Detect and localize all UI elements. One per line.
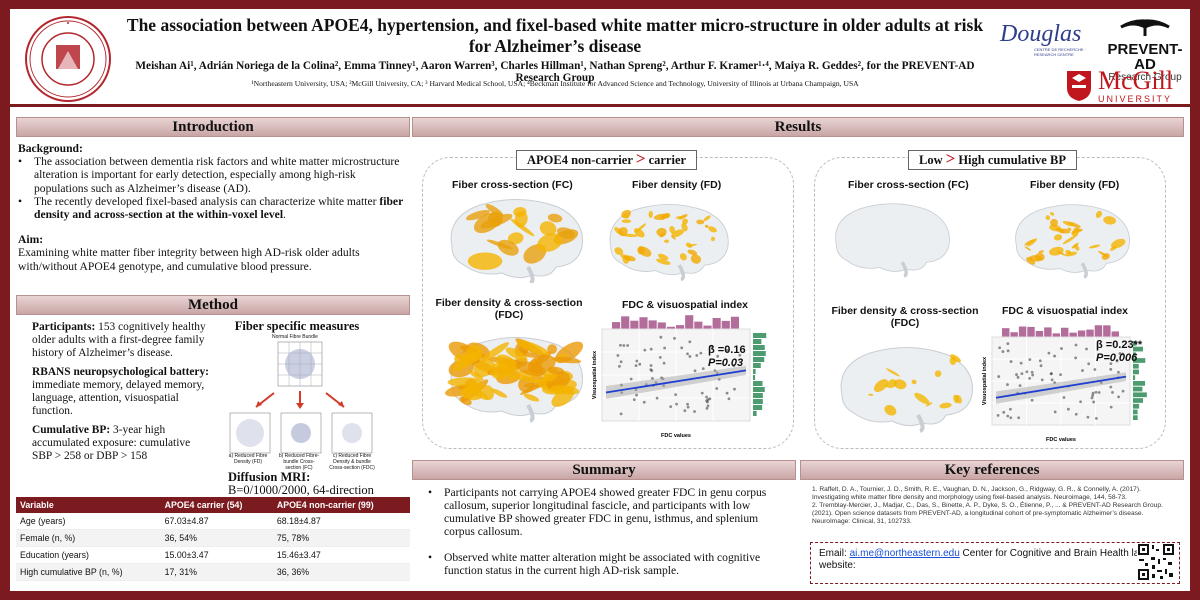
brain-fd-left <box>609 203 729 282</box>
author-list: Meishan Ai¹, Adrián Noriega de la Colina… <box>135 60 975 84</box>
fdc-caption: c) Reduced Fibre Density & bundle Cross-… <box>329 453 375 471</box>
method-heading: Method <box>16 295 410 315</box>
y-axis-label: Visuospatial index <box>982 356 988 405</box>
fd-label-right: Fiber density (FD) <box>1030 179 1120 191</box>
brain-fdc-left <box>445 336 584 423</box>
normal-bundle-label: Normal Fibre Bundle <box>272 334 318 340</box>
table-row: Age (years) 67.03±4.87 68.18±4.87 <box>16 513 410 530</box>
table-row: Female (n, %) 36, 54% 75, 78% <box>16 529 410 547</box>
results-heading: Results <box>412 117 1184 137</box>
tree-icon <box>1120 19 1170 36</box>
summary-panel: Summary • Participants not carrying APOE4… <box>412 460 796 588</box>
table-row: High cumulative BP (n, %) 17, 31% 36, 36% <box>16 563 410 581</box>
fiber-measures-heading: Fiber specific measures <box>234 319 360 333</box>
fdc-label-left: Fiber density & cross-section (FDC) <box>435 297 583 321</box>
beta-right: β =0.23** P=0.006 <box>1096 339 1143 364</box>
table-cell: 15.00±3.47 <box>160 546 273 564</box>
fc-caption: b) Reduced Fibre-bundle Cross-section (F… <box>278 453 320 471</box>
table-header-cell: APOE4 non-carrier (99) <box>272 497 410 513</box>
introduction-panel: Introduction Background: • The associatio… <box>16 117 410 287</box>
rbans-text: RBANS neuropsychological battery: immedi… <box>32 366 209 417</box>
x-axis-label: FDC values <box>1046 437 1076 443</box>
demographics-table: Variable APOE4 carrier (54) APOE4 non-carr… <box>16 497 410 581</box>
fc-label-left: Fiber cross-section (FC) <box>452 179 573 191</box>
poster-header: The association between APOE4, hypertens… <box>10 9 1190 107</box>
northeastern-seal-logo <box>25 16 111 102</box>
brain-fd-right <box>1015 204 1130 279</box>
table-cell: Age (years) <box>16 513 161 530</box>
aim-text: Examining white matter fiber integrity b… <box>18 246 360 273</box>
results-panel: Results APOE4 non-carrier > carrier Low > Hi… <box>412 117 1184 457</box>
affiliations: ¹Northeastern University, USA; ²McGill U… <box>251 79 859 88</box>
table-cell: 36, 36% <box>272 563 410 581</box>
scatter-left: FDC values Visuospatial index <box>592 315 767 439</box>
summary-bullet: • Observed white matter alteration might … <box>428 551 761 577</box>
mcgill-shield-icon <box>1067 71 1091 101</box>
partner-logos: Douglas CENTRE DE RECHERCHE · RESEARCH C… <box>998 17 1188 107</box>
scatter-right: FDC values Visuospatial index <box>982 325 1147 443</box>
background-label: Background: <box>18 142 83 155</box>
aim-label: Aim: <box>18 233 44 247</box>
participants-text: Participants: 153 cognitively healthy ol… <box>32 321 206 359</box>
email-link[interactable]: ai.me@northeastern.edu <box>849 548 960 559</box>
table-cell: Female (n, %) <box>16 529 161 547</box>
fd-caption: a) Reduced Fibre Density (FD) <box>228 453 268 465</box>
introduction-heading: Introduction <box>16 117 410 137</box>
table-header-cell: Variable <box>16 497 161 513</box>
visuo-label-left: FDC & visuospatial index <box>622 299 749 311</box>
bp-comparison-pill: Low > High cumulative BP <box>908 150 1077 170</box>
douglas-logo: Douglas CENTRE DE RECHERCHE · RESEARCH C… <box>1000 21 1087 57</box>
table-cell: 68.18±4.87 <box>272 513 410 530</box>
table-cell: 36, 54% <box>160 529 273 547</box>
fd-label-left: Fiber density (FD) <box>632 179 722 191</box>
fdc-label-right: Fiber density & cross-section (FDC) <box>831 305 979 329</box>
brain-fc-right <box>835 203 950 278</box>
summary-bullet: • Participants not carrying APOE4 showed … <box>428 486 767 538</box>
intro-bullet: • The association between dementia risk f… <box>18 155 400 195</box>
qr-code-icon[interactable] <box>1137 543 1175 581</box>
y-axis-label: Visuospatial index <box>592 350 598 399</box>
x-axis-label: FDC values <box>661 433 691 439</box>
fc-label-right: Fiber cross-section (FC) <box>848 179 969 191</box>
contact-box: Email: ai.me@northeastern.edu Center for… <box>810 542 1180 584</box>
intro-bullet: • The recently developed fixel-based anal… <box>18 194 404 222</box>
poster: The association between APOE4, hypertens… <box>10 9 1190 591</box>
table-cell: 67.03±4.87 <box>160 513 273 530</box>
table-header-cell: APOE4 carrier (54) <box>160 497 273 513</box>
reference-item: 2. Tremblay-Mercier, J., Madjar, C., Das… <box>812 502 1163 525</box>
visuo-label-right: FDC & visuospatial index <box>1002 305 1129 317</box>
table-cell: High cumulative BP (n, %) <box>16 563 161 581</box>
beta-left: β =0.16 P=0.03 <box>708 344 746 369</box>
apoe4-comparison-pill: APOE4 non-carrier > carrier <box>516 150 698 170</box>
table-cell: 15.46±3.47 <box>272 546 410 564</box>
references-panel: Key references 1. Raffelt, D. A., Tourni… <box>800 460 1184 588</box>
fiber-bundle-diagram <box>229 341 373 454</box>
table-row: Education (years) 15.00±3.47 15.46±3.47 <box>16 546 410 564</box>
table-cell: 17, 31% <box>160 563 273 581</box>
brain-fdc-right <box>840 346 973 433</box>
reference-item: 1. Raffelt, D. A., Tournier, J. D., Smit… <box>812 486 1141 501</box>
poster-title: The association between APOE4, hypertens… <box>126 15 984 56</box>
references-heading: Key references <box>800 460 1184 480</box>
method-panel: Method Participants: 153 cognitively hea… <box>16 295 410 497</box>
demographics-table-wrap: Variable APOE4 carrier (54) APOE4 non-carr… <box>16 497 410 581</box>
brain-fc-left <box>450 198 583 283</box>
table-cell: 75, 78% <box>272 529 410 547</box>
mcgill-logo: McGill UNIVERSITY <box>1066 67 1188 107</box>
brain-outline <box>835 203 950 272</box>
summary-heading: Summary <box>412 460 796 480</box>
prevent-ad-logo: PREVENT-AD Research Group <box>1102 19 1188 83</box>
cumulative-bp-text: Cumulative BP: 3-year high accumulated e… <box>32 424 191 462</box>
table-cell: Education (years) <box>16 546 161 564</box>
diffusion-mri-text: Diffusion MRI: B=0/1000/2000, 64-directio… <box>228 470 374 497</box>
